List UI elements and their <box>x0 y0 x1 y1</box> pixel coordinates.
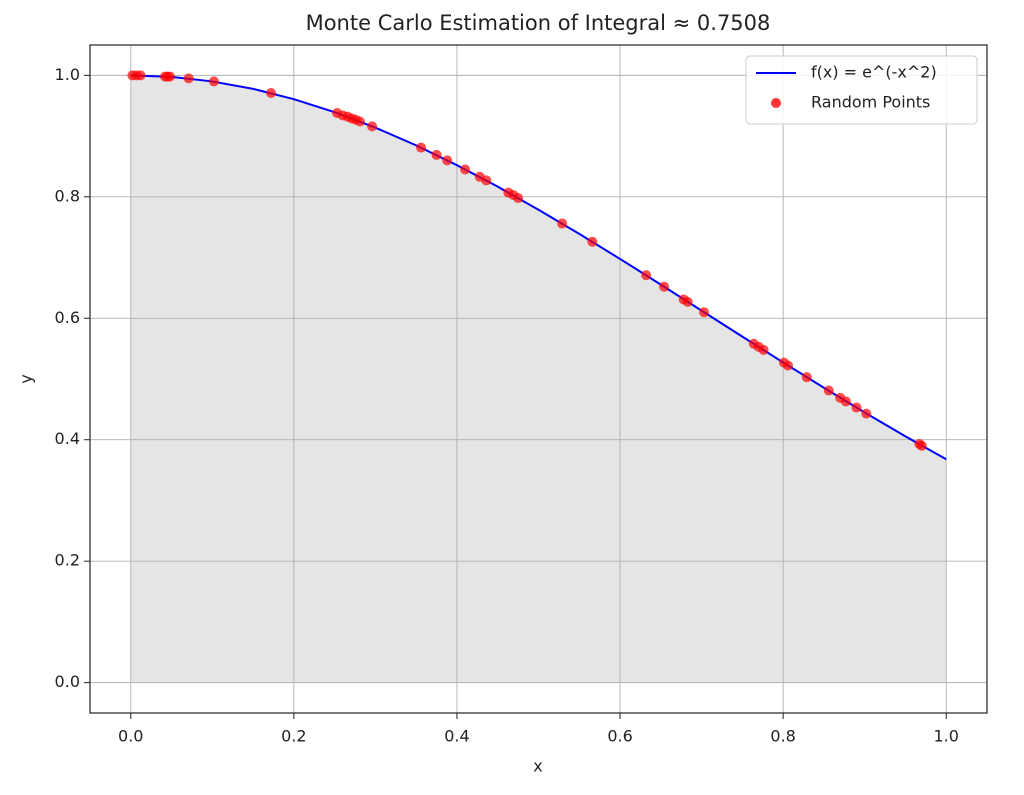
y-tick-label: 0.6 <box>55 308 80 327</box>
x-tick-label: 0.4 <box>444 727 469 746</box>
point <box>587 236 598 247</box>
point <box>442 155 453 166</box>
point <box>783 360 794 371</box>
y-tick-label: 0.4 <box>55 429 80 448</box>
point <box>557 218 568 229</box>
plot-frame <box>89 44 988 714</box>
point <box>840 396 851 407</box>
x-tick-label: 0.6 <box>607 727 632 746</box>
point <box>164 71 175 82</box>
point <box>916 440 927 451</box>
area <box>130 75 947 683</box>
legend-label: Random Points <box>811 93 930 112</box>
y-tick-label: 0.0 <box>55 672 80 691</box>
y-tick-label: 1.0 <box>55 65 80 84</box>
point <box>183 73 194 84</box>
point <box>431 149 442 160</box>
point <box>699 307 710 318</box>
x-tick-label: 0.0 <box>118 727 143 746</box>
y-tick-label: 0.8 <box>55 186 80 205</box>
x-axis-label: x <box>533 757 542 776</box>
point <box>481 175 492 186</box>
point <box>135 70 146 81</box>
point <box>641 270 652 281</box>
legend-label: f(x) = e^(-x^2) <box>811 63 937 82</box>
point <box>801 372 812 383</box>
point <box>682 296 693 307</box>
legend-box <box>745 55 978 125</box>
point <box>758 344 769 355</box>
y-axis-label: y <box>17 374 36 383</box>
point <box>513 193 524 204</box>
x-tick-label: 1.0 <box>934 727 959 746</box>
point <box>208 76 219 87</box>
chart-title: Monte Carlo Estimation of Integral ≈ 0.7… <box>306 11 771 35</box>
point <box>416 142 427 153</box>
point <box>659 281 670 292</box>
point <box>367 121 378 132</box>
point <box>354 116 365 127</box>
point <box>460 164 471 175</box>
x-tick-label: 0.8 <box>770 727 795 746</box>
x-tick-label: 0.2 <box>281 727 306 746</box>
point <box>861 408 872 419</box>
legend-swatch <box>771 98 781 108</box>
point <box>851 402 862 413</box>
y-tick-label: 0.2 <box>55 551 80 570</box>
point <box>823 385 834 396</box>
point <box>266 87 277 98</box>
